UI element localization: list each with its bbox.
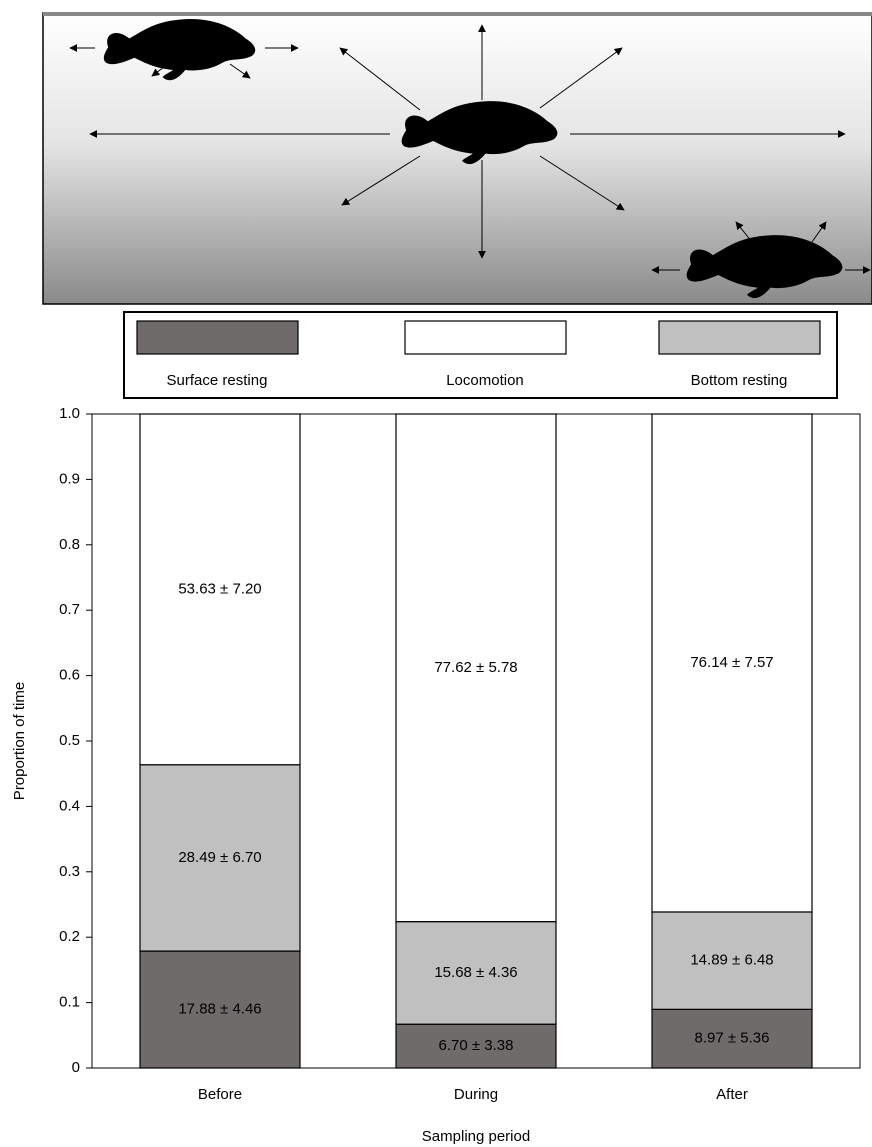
y-tick-label: 1.0 [59, 405, 80, 422]
value-label: 17.88 ± 4.46 [178, 1001, 261, 1018]
y-tick-label: 0.9 [59, 470, 80, 487]
x-tick-label: Before [198, 1086, 242, 1103]
value-label: 76.14 ± 7.57 [690, 654, 773, 671]
bar-segment [139, 413, 301, 766]
y-tick-label: 0.4 [59, 797, 80, 814]
bar-segment [395, 1023, 557, 1069]
y-tick-label: 0.6 [59, 667, 80, 684]
x-tick-label: During [454, 1086, 498, 1103]
bar-segment [395, 413, 557, 923]
bar-segment [651, 413, 813, 913]
illustration [42, 12, 872, 305]
y-tick-label: 0 [72, 1059, 80, 1076]
legend-label: Bottom resting [691, 372, 788, 389]
y-axis-title: Proportion of time [11, 682, 28, 800]
y-tick-label: 0.8 [59, 536, 80, 553]
bar-segment [395, 921, 557, 1025]
bar-segment [139, 950, 301, 1069]
value-label: 77.62 ± 5.78 [434, 659, 517, 676]
legend-swatch [404, 320, 567, 355]
value-label: 53.63 ± 7.20 [178, 580, 261, 597]
y-tick-label: 0.2 [59, 928, 80, 945]
value-label: 28.49 ± 6.70 [178, 849, 261, 866]
bar-segment [651, 1008, 813, 1069]
legend-swatch [136, 320, 299, 355]
movement-arrows [69, 24, 871, 274]
y-tick-label: 0.5 [59, 732, 80, 749]
legend-label: Locomotion [446, 372, 524, 389]
value-label: 6.70 ± 3.38 [439, 1037, 514, 1054]
value-label: 8.97 ± 5.36 [695, 1030, 770, 1047]
x-tick-label: After [716, 1086, 748, 1103]
value-label: 14.89 ± 6.48 [690, 952, 773, 969]
bar-segment [651, 911, 813, 1010]
legend-swatch [658, 320, 821, 355]
y-tick-label: 0.3 [59, 863, 80, 880]
y-tick-label: 0.7 [59, 601, 80, 618]
legend-label: Surface resting [167, 372, 268, 389]
bar-segment [139, 764, 301, 952]
value-label: 15.68 ± 4.36 [434, 964, 517, 981]
y-tick-label: 0.1 [59, 994, 80, 1011]
x-axis-title: Sampling period [422, 1128, 530, 1145]
